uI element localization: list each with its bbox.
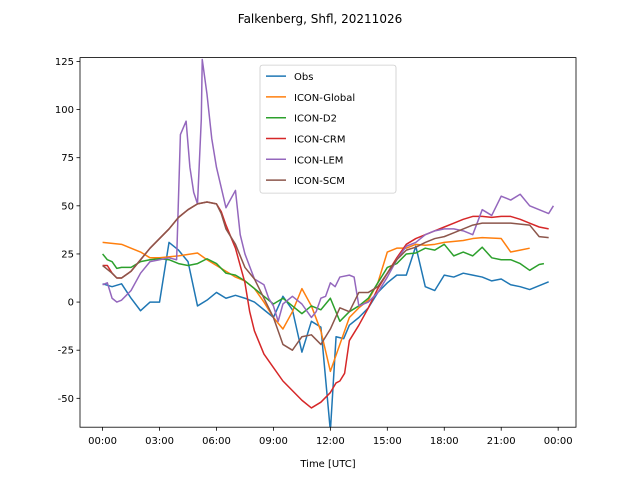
x-tick-label: 06:00 <box>202 436 231 447</box>
y-tick-label: 125 <box>55 57 74 68</box>
x-tick-label: 00:00 <box>544 436 573 447</box>
legend-label: ICON-CRM <box>294 135 345 146</box>
x-tick-label: 03:00 <box>145 436 174 447</box>
x-axis-label: Time [UTC] <box>299 459 355 470</box>
legend-label: Obs <box>294 72 313 83</box>
plot-area <box>102 58 555 428</box>
x-tick-label: 12:00 <box>316 436 345 447</box>
y-tick-label: -50 <box>58 394 74 405</box>
axes-frame <box>79 57 577 428</box>
y-tick-label: 75 <box>61 153 74 164</box>
x-tick-label: 09:00 <box>259 436 288 447</box>
y-tick-label: 0 <box>68 298 74 309</box>
x-tick-label: 21:00 <box>487 436 516 447</box>
series-line <box>102 201 549 351</box>
y-tick-label: 50 <box>61 201 74 212</box>
legend: Obs ICON-Global ICON-D2 ICON-CRM ICON-LEM ICO… <box>259 64 397 194</box>
y-tick-label: -25 <box>58 346 74 357</box>
legend-label: ICON-D2 <box>294 114 337 125</box>
x-tick-label: 00:00 <box>88 436 117 447</box>
chart-title: Falkenberg, Shfl, 20211026 <box>238 12 402 26</box>
y-tick-label: 100 <box>55 105 74 116</box>
legend-label: ICON-LEM <box>294 155 343 166</box>
legend-label: ICON-Global <box>294 93 355 104</box>
series-line <box>102 236 530 373</box>
legend-label: ICON-SCM <box>294 176 345 187</box>
x-tick-label: 15:00 <box>373 436 402 447</box>
legend-box <box>259 64 397 194</box>
series-line <box>102 58 555 323</box>
x-tick-label: 18:00 <box>430 436 459 447</box>
series-line <box>102 241 549 428</box>
y-tick-label: 25 <box>61 249 74 260</box>
